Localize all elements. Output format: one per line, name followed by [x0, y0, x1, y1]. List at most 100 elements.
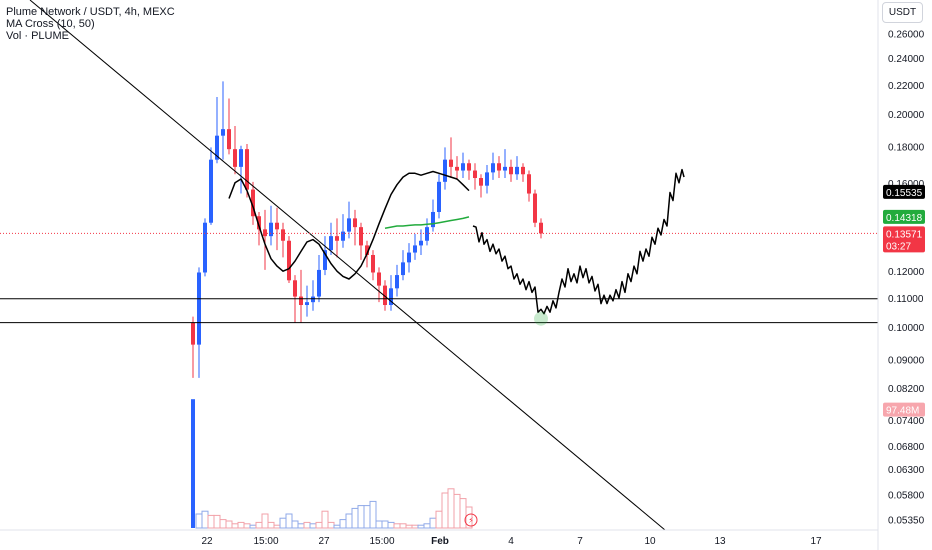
volume-bar [297, 523, 305, 529]
volume-bar [243, 523, 251, 529]
ma-fast-line [228, 170, 470, 280]
candle-body [263, 229, 267, 237]
candle-body [407, 252, 411, 263]
candle-body [455, 166, 459, 171]
price-tick-label: 0.22000 [888, 81, 925, 92]
price-tick-label: 0.06300 [888, 465, 925, 476]
volume-bar [279, 517, 287, 529]
time-tick-label: 10 [644, 536, 656, 547]
volume-bar [225, 520, 233, 529]
price-tick-label: 0.10000 [888, 323, 925, 334]
candle-body [197, 272, 201, 345]
candle-body [377, 272, 381, 286]
volume-bar [393, 523, 401, 529]
volume-bar [303, 521, 311, 529]
candle-body [491, 163, 495, 173]
volume-bar [267, 521, 275, 529]
volume-bar [261, 513, 269, 529]
volume-bars [191, 399, 473, 529]
candle-body [233, 149, 237, 167]
candle-body [323, 250, 327, 270]
candle-body [251, 189, 255, 217]
candle-body [215, 135, 219, 160]
time-tick-label: 7 [577, 536, 583, 547]
volume-bar [363, 505, 371, 529]
time-tick-label: 15:00 [369, 536, 394, 547]
countdown-label: 03:27 [886, 241, 911, 252]
volume-bar [249, 524, 257, 529]
volume-bar [351, 507, 359, 529]
price-badge [883, 184, 925, 199]
candle-body [311, 296, 315, 303]
candle-body [365, 245, 369, 255]
price-tick-label: 0.06800 [888, 442, 925, 453]
price-badge-label: 0.14318 [886, 213, 923, 224]
candle-body [395, 275, 399, 289]
low-highlight-marker [534, 311, 548, 326]
price-tick-label: 0.08200 [888, 384, 925, 395]
candle-body [533, 193, 537, 223]
symbol-title[interactable]: Plume Network / USDT, 4h, MEXC [6, 6, 175, 18]
candle-body [353, 218, 357, 228]
candle-body [209, 159, 213, 223]
candle-body [443, 159, 447, 182]
volume-bar [387, 521, 395, 529]
candle-body [275, 222, 279, 230]
volume-bar [321, 510, 329, 529]
time-tick-label: Feb [431, 536, 449, 547]
chart-legend: Plume Network / USDT, 4h, MEXC MA Cross … [6, 6, 175, 42]
time-tick-label: 17 [810, 536, 822, 547]
volume-bar [285, 513, 293, 529]
time-tick-label: 13 [714, 536, 726, 547]
price-tick-label: 0.18000 [888, 143, 925, 154]
currency-button[interactable]: USDT [882, 2, 923, 23]
price-tick-label: 0.05350 [888, 515, 925, 526]
volume-bar [315, 521, 323, 529]
volume-indicator[interactable]: Vol · PLUME [6, 30, 69, 42]
candle-body [293, 280, 297, 297]
candle-body [281, 229, 285, 241]
candle-body [431, 211, 435, 228]
price-tick-label: 0.12000 [888, 267, 925, 278]
candle-body [329, 236, 333, 251]
lightning-icon: ⚡ [468, 516, 474, 525]
price-tick-label: 0.16000 [888, 179, 925, 190]
time-tick-label: 22 [201, 536, 213, 547]
candle-body [347, 218, 351, 232]
volume-bar [237, 521, 245, 529]
drawings: ⚡ [0, 0, 878, 531]
candle-body [305, 302, 309, 306]
price-tick-label: 0.05800 [888, 491, 925, 502]
trendline [29, 0, 666, 531]
candle-body [437, 181, 441, 212]
candle-body [419, 240, 423, 246]
volume-bar [213, 514, 221, 529]
volume-bar [405, 524, 413, 529]
candle-body [389, 288, 393, 306]
ma-cross-indicator[interactable]: MA Cross (10, 50) [6, 18, 95, 30]
candle-body [191, 322, 195, 345]
candle-body [473, 170, 477, 179]
candle-body [221, 129, 225, 136]
candlesticks [191, 81, 543, 378]
volume-bar [453, 493, 461, 529]
candle-body [413, 245, 417, 253]
candle-body [479, 178, 483, 186]
volume-bar [423, 523, 431, 529]
volume-bar [429, 517, 437, 529]
time-tick-label: 4 [508, 536, 514, 547]
volume-bar [291, 520, 299, 529]
volume-bar [375, 520, 383, 529]
volume-bar [327, 521, 335, 529]
candle-body [203, 222, 207, 273]
candle-body [461, 163, 465, 171]
candle-body [245, 149, 249, 190]
volume-bar [195, 513, 203, 529]
volume-bar [399, 523, 407, 529]
volume-bar [219, 519, 227, 529]
volume-bar [231, 523, 239, 529]
candle-body [467, 163, 471, 171]
candle-body [515, 166, 519, 175]
